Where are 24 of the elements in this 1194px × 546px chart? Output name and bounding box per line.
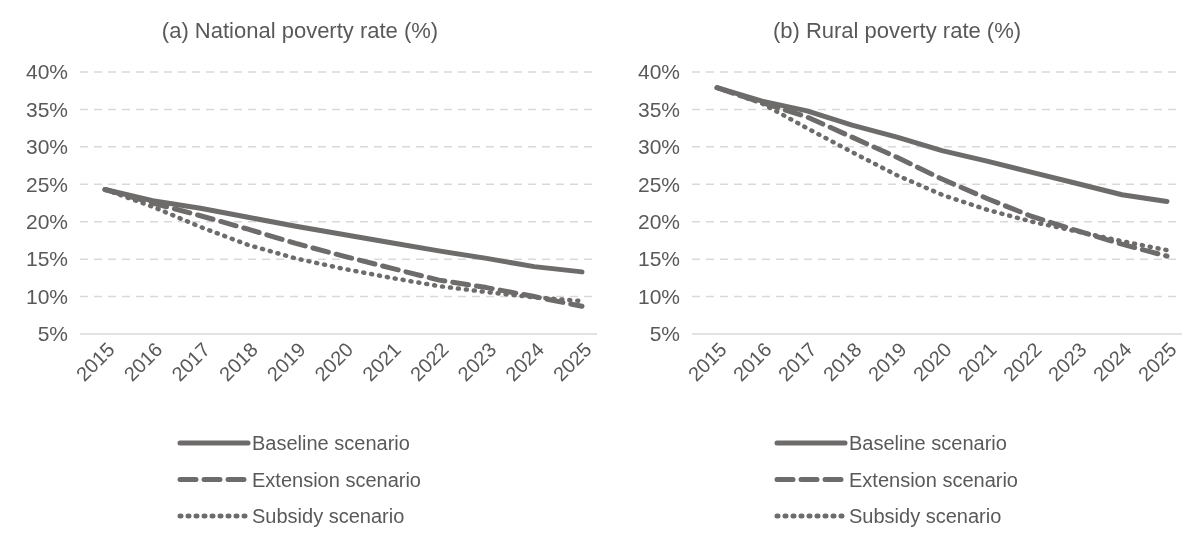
y-tick-label: 25%: [25, 172, 68, 196]
chart-title: (a) National poverty rate (%): [161, 18, 439, 43]
legend-label: Subsidy scenario: [849, 505, 1002, 527]
y-tick-label: 35%: [637, 97, 680, 121]
y-tick-label: 15%: [637, 247, 680, 271]
y-tick-label: 5%: [649, 322, 680, 346]
y-tick-label: 5%: [37, 322, 68, 346]
y-tick-label: 40%: [25, 60, 68, 84]
y-tick-label: 15%: [25, 247, 68, 271]
legend-label: Subsidy scenario: [252, 505, 405, 527]
legend-label: Baseline scenario: [252, 432, 410, 454]
y-tick-label: 30%: [637, 135, 680, 159]
y-tick-label: 30%: [25, 135, 68, 159]
y-tick-label: 40%: [637, 60, 680, 84]
y-tick-label: 20%: [637, 210, 680, 234]
chart-title: (b) Rural poverty rate (%): [772, 18, 1022, 43]
legend-label: Baseline scenario: [849, 432, 1007, 454]
legend-label: Extension scenario: [252, 468, 421, 491]
y-tick-label: 10%: [637, 284, 680, 308]
legend-label: Extension scenario: [849, 468, 1018, 491]
y-tick-label: 25%: [637, 172, 680, 196]
y-tick-label: 35%: [25, 97, 68, 121]
y-tick-label: 10%: [25, 284, 68, 308]
y-tick-label: 20%: [25, 210, 68, 234]
